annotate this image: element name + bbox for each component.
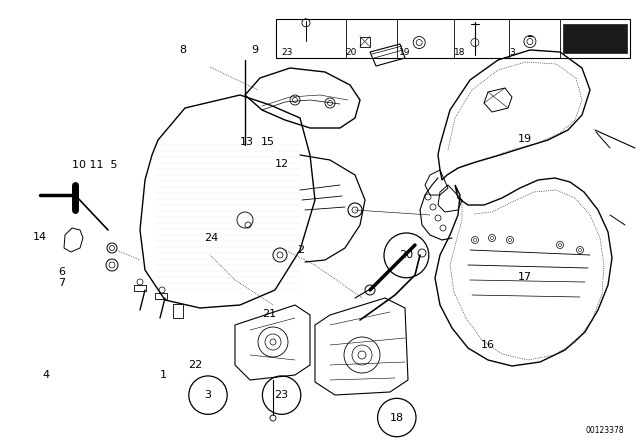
Text: 17: 17: [518, 272, 532, 282]
Bar: [134, 285, 146, 291]
Bar: [563, 24, 627, 53]
Text: 23: 23: [281, 48, 292, 57]
Text: 1: 1: [160, 370, 166, 380]
Bar: [360, 37, 370, 47]
Text: 18: 18: [454, 48, 465, 57]
Text: 2: 2: [297, 245, 305, 255]
Text: 13: 13: [239, 138, 253, 147]
Text: 00123378: 00123378: [586, 426, 624, 435]
Text: 19: 19: [399, 48, 410, 57]
Text: 12: 12: [275, 159, 289, 168]
Bar: [276, 19, 630, 58]
Text: 23: 23: [275, 390, 289, 400]
Text: 14: 14: [33, 233, 47, 242]
Text: 19: 19: [518, 134, 532, 144]
Text: 3: 3: [509, 48, 515, 57]
Text: 7: 7: [58, 278, 65, 288]
Text: 24: 24: [204, 233, 218, 243]
Text: 20: 20: [399, 250, 413, 260]
Text: 3: 3: [205, 390, 211, 400]
Bar: [155, 293, 167, 299]
Text: 4: 4: [42, 370, 50, 380]
Text: 18: 18: [390, 413, 404, 422]
Text: 8: 8: [179, 45, 186, 55]
Bar: [173, 304, 183, 318]
Text: 20: 20: [345, 48, 356, 57]
Text: 21: 21: [262, 309, 276, 319]
Text: 10 11  5: 10 11 5: [72, 160, 118, 170]
Text: 22: 22: [188, 360, 202, 370]
Text: 16: 16: [481, 340, 495, 350]
Text: 6: 6: [58, 267, 65, 277]
Text: 9: 9: [251, 45, 259, 55]
Text: 15: 15: [260, 138, 275, 147]
